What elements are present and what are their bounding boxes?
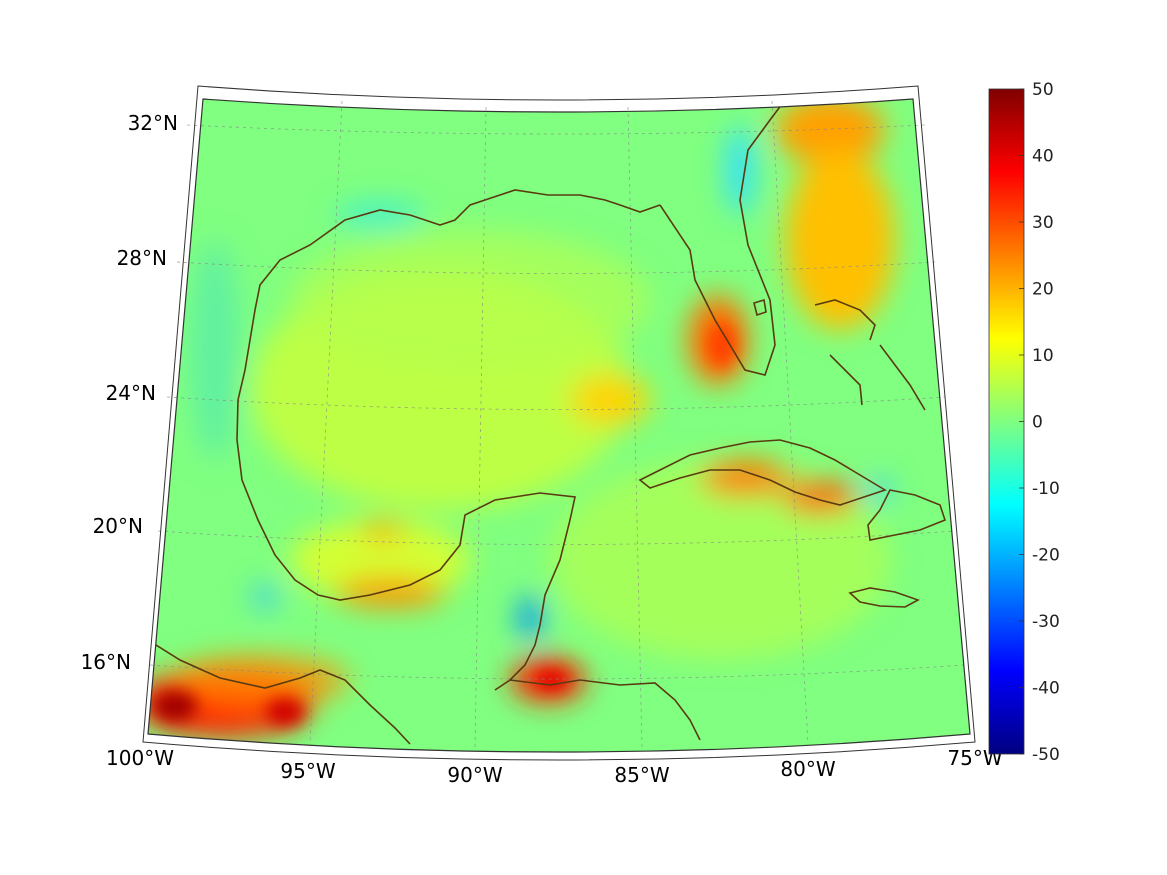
yucatan-cool-spot [518, 596, 542, 640]
lon-label-90: 90°W [447, 763, 502, 787]
colorbar-tick-label: 30 [1032, 213, 1054, 233]
central-america-caribbean-coast [509, 679, 701, 741]
colorbar-tick-label: -50 [1032, 745, 1060, 765]
gulf-north-warm [290, 230, 650, 370]
us-mexico-gulf-coast [236, 99, 786, 691]
lon-label-95: 95°W [280, 759, 335, 783]
colorbar-tick-label: -10 [1032, 479, 1060, 499]
lat-label-32: 32°N [128, 111, 178, 135]
mexico-gulf-coast-orange [335, 579, 445, 607]
pacific-orange [170, 655, 350, 705]
field-anomalies [148, 99, 895, 737]
mexico-sw-core-2 [265, 698, 305, 726]
bahamas-outline [814, 299, 926, 411]
colorbar-tick-label: 40 [1032, 147, 1054, 167]
field-hot-cores [153, 323, 736, 726]
pacific-coast [148, 639, 411, 745]
colorbar-tick-label: 10 [1032, 346, 1054, 366]
jamaica-outline [848, 587, 920, 608]
honduras-core [536, 671, 568, 689]
lake-okeechobee [753, 298, 767, 317]
louisiana-cool [335, 203, 425, 227]
florida-core [708, 323, 736, 367]
graticule [149, 100, 965, 749]
latitude-labels: 32°N 28°N 24°N 20°N 16°N [81, 111, 178, 674]
colorbar-tick-label: -20 [1032, 546, 1060, 566]
colorbar-ticks: 50 40 30 20 10 0 -10 -20 -30 -40 -50 [1019, 80, 1060, 765]
cuba-outline [638, 439, 887, 506]
colorbar-tick-label: 0 [1032, 413, 1043, 433]
mexico-sw-core [153, 691, 197, 721]
colorbar-tick-label: -30 [1032, 612, 1060, 632]
lon-label-85: 85°W [614, 763, 669, 787]
coastlines [148, 99, 946, 745]
cuba-orange [700, 460, 790, 496]
central-gulf-yellow [570, 375, 650, 425]
lon-label-100: 100°W [106, 746, 174, 770]
atlantic-orange-north [775, 99, 885, 165]
hispaniola-outline [867, 489, 946, 541]
west-coast-cool [190, 240, 240, 460]
lat-label-20: 20°N [93, 514, 143, 538]
map-frame [142, 85, 976, 761]
atlantic-orange-mid [785, 150, 895, 330]
colorbar-tick-label: -40 [1032, 679, 1060, 699]
colorbar-tick-label: 20 [1032, 280, 1054, 300]
campeche-orange [361, 521, 405, 541]
lat-label-24: 24°N [106, 381, 156, 405]
frame-inner [147, 98, 971, 753]
frame-outer [142, 85, 976, 761]
colorbar-gradient [988, 88, 1025, 755]
lat-label-28: 28°N [117, 246, 167, 270]
florida-ne-cool [726, 125, 754, 215]
heat-field [148, 99, 970, 752]
lon-label-80: 80°W [780, 757, 835, 781]
bay-of-campeche-cool [253, 585, 277, 609]
colorbar-tick-label: 50 [1032, 80, 1054, 100]
longitude-labels: 100°W 95°W 90°W 85°W 80°W 75°W [106, 746, 1003, 787]
lat-label-16: 16°N [81, 650, 131, 674]
colorbar: 50 40 30 20 10 0 -10 -20 -30 -40 -50 [988, 80, 1060, 765]
